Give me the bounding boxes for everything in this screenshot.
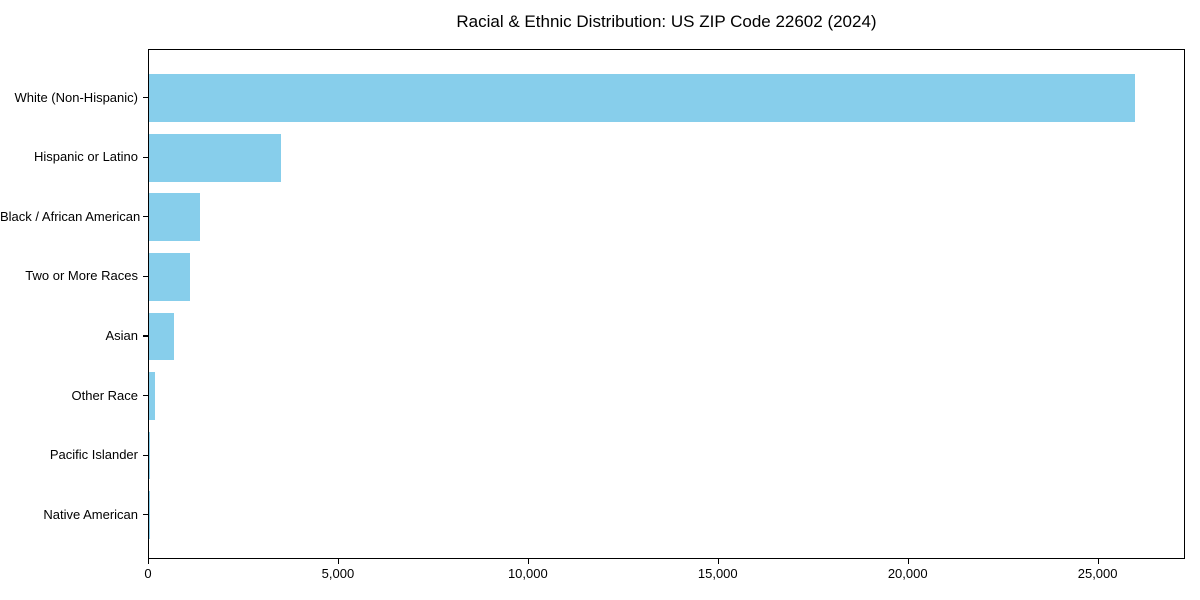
plot-area — [148, 49, 1185, 559]
y-tick-mark — [143, 514, 148, 516]
y-tick-mark — [143, 216, 148, 218]
x-tick-label: 5,000 — [321, 566, 355, 581]
y-tick-label: Other Race — [71, 387, 138, 403]
y-tick-label: Asian — [105, 327, 138, 343]
bar — [149, 312, 175, 361]
x-tick-mark — [907, 559, 909, 564]
y-tick-label: Native American — [43, 506, 138, 522]
x-tick-label: 20,000 — [887, 566, 928, 581]
x-tick-mark — [527, 559, 530, 564]
x-tick-mark — [717, 559, 719, 564]
x-tick-label: 10,000 — [507, 566, 548, 581]
y-tick-mark — [143, 156, 148, 158]
x-tick-mark — [337, 559, 340, 564]
bar — [149, 133, 281, 182]
x-tick-mark — [1097, 559, 1099, 564]
bar — [149, 431, 150, 480]
bar — [149, 193, 200, 242]
x-tick-label: 15,000 — [697, 566, 738, 581]
y-tick-mark — [143, 395, 148, 397]
y-tick-label: Hispanic or Latino — [33, 149, 138, 165]
x-tick-label: 25,000 — [1077, 566, 1118, 581]
y-tick-mark — [143, 97, 148, 99]
x-tick-mark — [148, 559, 150, 564]
bar — [149, 253, 191, 301]
x-tick-label: 0 — [144, 566, 152, 581]
chart-title: Racial & Ethnic Distribution: US ZIP Cod… — [456, 12, 877, 31]
y-tick-label: Two or More Races — [25, 268, 138, 284]
y-tick-mark — [143, 454, 148, 456]
y-tick-label: White (Non-Hispanic) — [14, 89, 138, 105]
y-tick-mark — [143, 335, 148, 337]
y-tick-label: Black / African American — [0, 208, 141, 224]
bar — [149, 372, 155, 420]
bar — [149, 74, 1135, 122]
y-tick-label: Pacific Islander — [49, 447, 138, 463]
y-tick-mark — [143, 275, 148, 278]
